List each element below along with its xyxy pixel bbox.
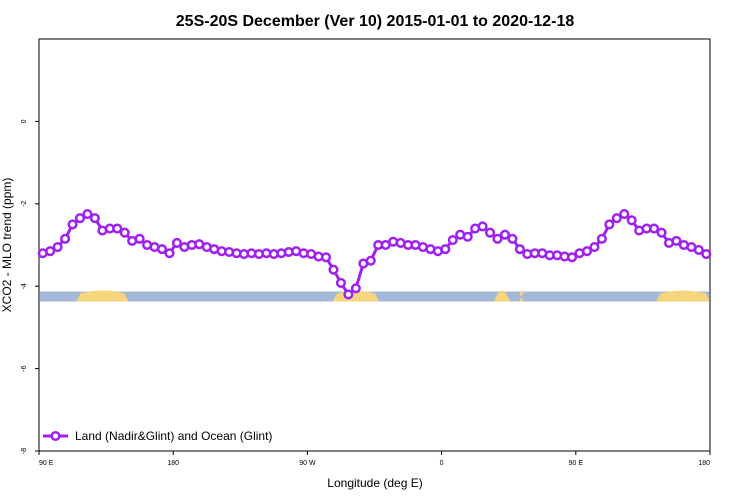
- x-tick-label: 180: [698, 460, 710, 467]
- x-tick-label: 90 E: [39, 460, 54, 467]
- y-tick-label: -8: [21, 448, 28, 454]
- land-segment: [656, 290, 710, 302]
- legend-label: Land (Nadir&Glint) and Ocean (Glint): [75, 429, 272, 443]
- data-point: [328, 264, 339, 275]
- data-point: [45, 246, 56, 257]
- data-point: [350, 283, 361, 294]
- data-point: [67, 219, 78, 230]
- data-point: [649, 223, 660, 234]
- chart-title: 25S-20S December (Ver 10) 2015-01-01 to …: [176, 13, 575, 30]
- data-point: [52, 242, 63, 253]
- data-point: [343, 289, 354, 300]
- data-point: [477, 221, 488, 232]
- land-segment: [76, 290, 129, 302]
- x-tick-label: 180: [167, 460, 179, 467]
- data-point: [604, 219, 615, 230]
- data-point: [320, 252, 332, 263]
- x-axis-label: Longitude (deg E): [327, 476, 422, 490]
- data-point: [596, 233, 607, 244]
- data-point: [82, 209, 93, 220]
- data-point: [89, 213, 100, 224]
- data-point: [365, 255, 376, 266]
- data-point: [701, 249, 712, 260]
- y-axis: 0 -2 -4 -6 -8: [21, 119, 39, 454]
- data-point: [171, 237, 182, 248]
- land-segment: [519, 290, 524, 302]
- y-axis-label: XCO2 - MLO trend (ppm): [0, 178, 14, 313]
- data-point: [671, 235, 682, 246]
- data-point: [492, 233, 503, 244]
- x-tick-label: 90 E: [569, 460, 584, 467]
- data-point: [60, 233, 71, 244]
- data-point: [499, 229, 511, 240]
- data-point: [164, 248, 175, 259]
- data-point: [589, 242, 600, 253]
- data-series: [37, 209, 712, 300]
- y-tick-label: 0: [21, 119, 28, 123]
- data-point: [514, 244, 525, 255]
- data-point: [440, 244, 451, 255]
- data-point: [611, 213, 622, 224]
- data-point: [134, 233, 145, 244]
- plot-area-frame: [38, 38, 711, 452]
- legend: Land (Nadir&Glint) and Ocean (Glint): [43, 429, 272, 443]
- y-tick-label: -2: [21, 201, 28, 207]
- data-point: [581, 246, 593, 257]
- data-point: [693, 244, 704, 255]
- data-point: [156, 244, 168, 255]
- data-point: [485, 227, 496, 238]
- data-point: [626, 215, 637, 226]
- legend-marker-swatch: [50, 430, 61, 442]
- data-point: [619, 209, 630, 220]
- data-point: [567, 252, 578, 263]
- surface-type-bar: [40, 290, 710, 302]
- data-point: [656, 227, 667, 238]
- data-point: [447, 235, 458, 246]
- y-tick-label: -4: [21, 283, 28, 289]
- data-point: [335, 277, 347, 288]
- x-tick-label: 0: [440, 460, 444, 467]
- land-segment: [493, 290, 511, 302]
- x-axis: 90 E 180 90 W 0 90 E 180: [38, 451, 711, 467]
- data-point: [507, 233, 518, 244]
- data-point: [462, 231, 473, 242]
- data-point: [112, 223, 123, 234]
- data-point: [119, 227, 130, 238]
- x-tick-label: 90 W: [299, 460, 316, 467]
- data-point: [74, 213, 86, 224]
- y-tick-label: -6: [21, 365, 28, 371]
